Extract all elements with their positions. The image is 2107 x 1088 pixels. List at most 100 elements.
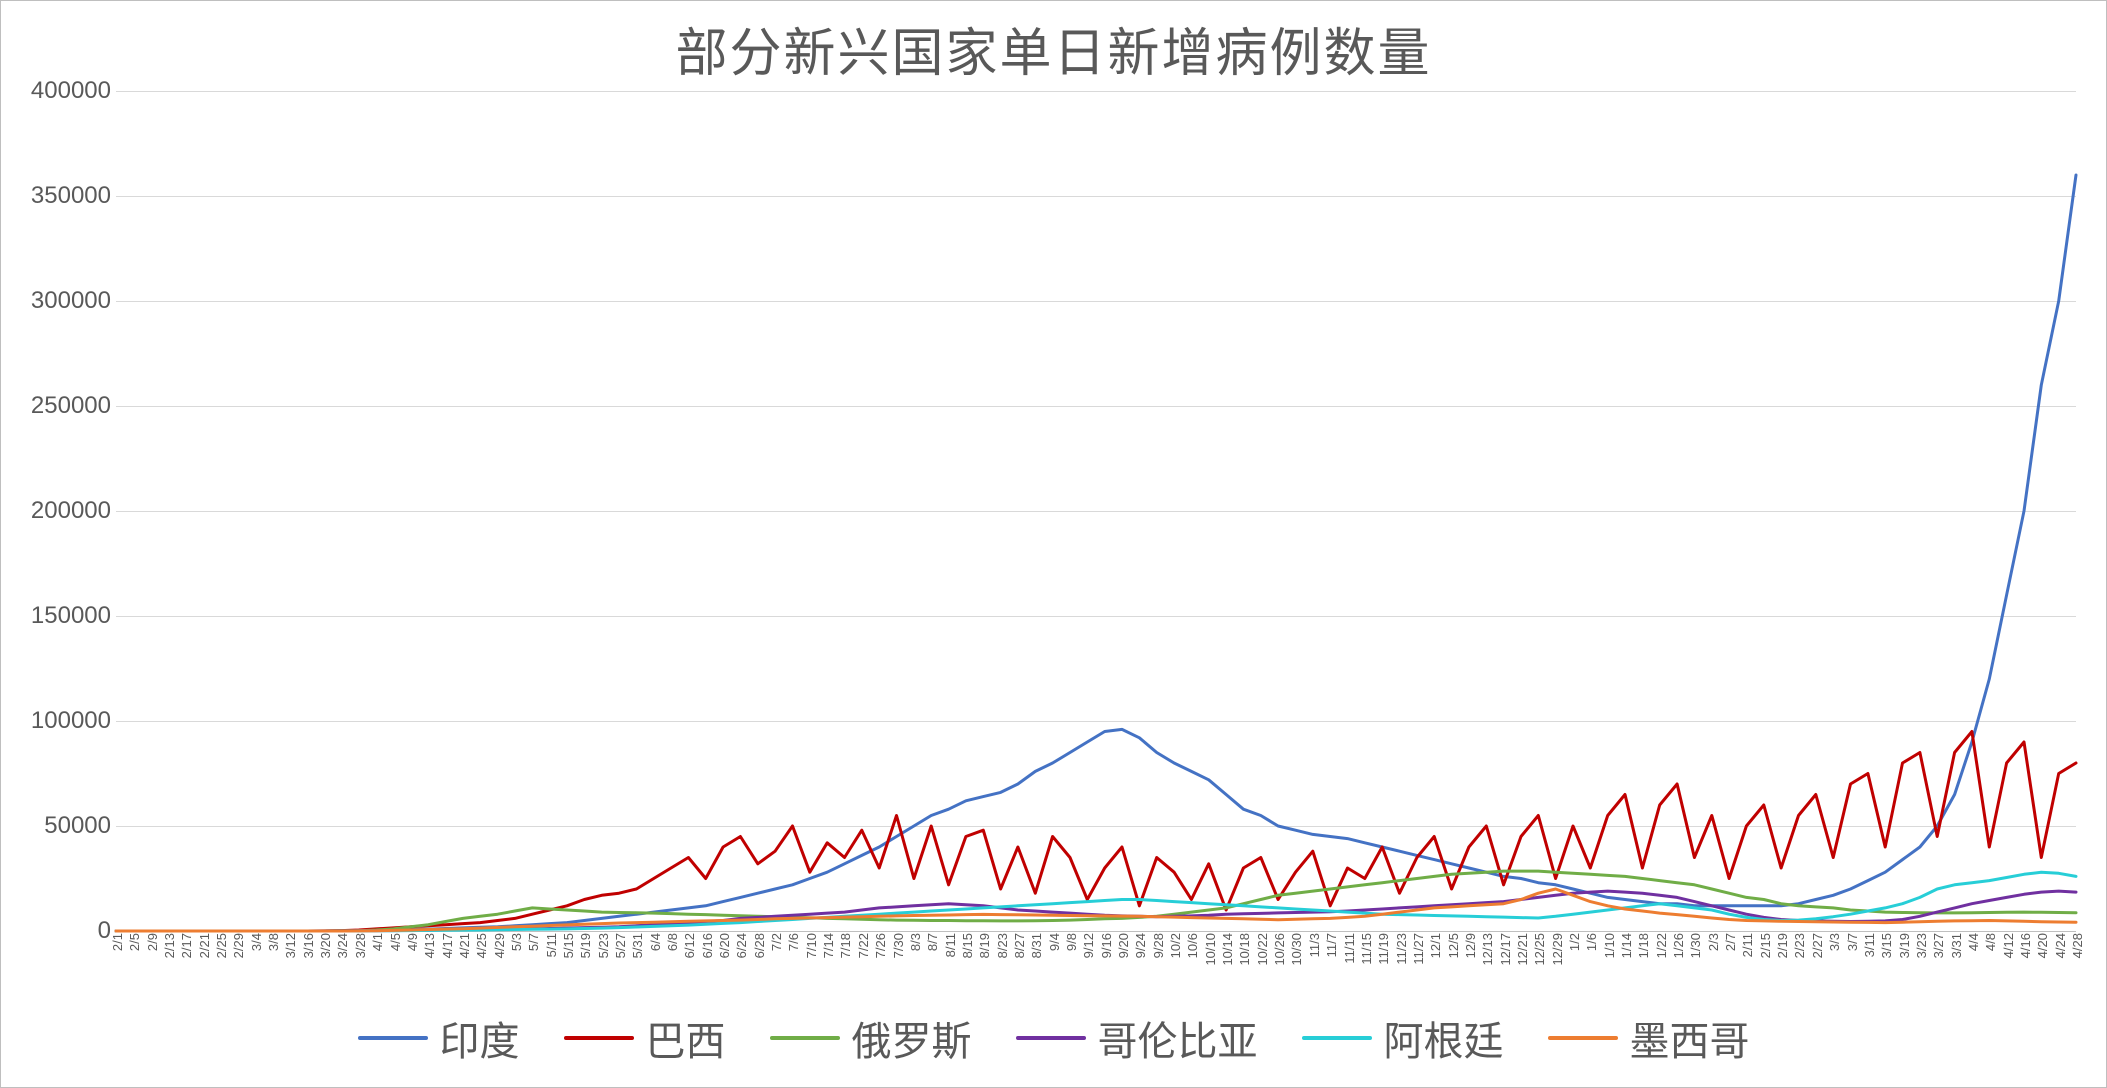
x-tick-label: 4/25 bbox=[474, 933, 489, 958]
y-tick-label: 200000 bbox=[16, 497, 111, 525]
y-tick-label: 350000 bbox=[16, 182, 111, 210]
x-tick-label: 11/7 bbox=[1324, 933, 1339, 957]
x-tick-label: 3/4 bbox=[249, 933, 264, 951]
legend-swatch bbox=[1302, 1036, 1372, 1040]
x-tick-label: 4/28 bbox=[2070, 933, 2085, 958]
x-tick-label: 10/30 bbox=[1289, 933, 1304, 966]
x-axis: 2/12/52/92/132/172/212/252/293/43/83/123… bbox=[116, 931, 2076, 986]
x-tick-label: 8/19 bbox=[977, 933, 992, 958]
legend-swatch bbox=[564, 1036, 634, 1040]
x-tick-label: 11/23 bbox=[1394, 933, 1409, 965]
x-tick-label: 9/20 bbox=[1116, 933, 1131, 958]
x-tick-label: 1/22 bbox=[1654, 933, 1669, 958]
x-tick-label: 1/30 bbox=[1688, 933, 1703, 958]
legend-label: 印度 bbox=[440, 1009, 520, 1067]
x-tick-label: 3/12 bbox=[283, 933, 298, 958]
y-axis: 0500001000001500002000002500003000003500… bbox=[16, 91, 111, 931]
y-tick-label: 50000 bbox=[16, 812, 111, 840]
x-tick-label: 7/26 bbox=[873, 933, 888, 958]
x-tick-label: 4/13 bbox=[422, 933, 437, 958]
legend-label: 巴西 bbox=[646, 1009, 726, 1067]
x-tick-label: 2/13 bbox=[162, 933, 177, 958]
x-tick-label: 11/19 bbox=[1376, 933, 1391, 965]
x-tick-label: 10/18 bbox=[1237, 933, 1252, 966]
legend-swatch bbox=[1016, 1036, 1086, 1040]
plot-area: 0500001000001500002000002500003000003500… bbox=[116, 91, 2076, 931]
x-tick-label: 3/3 bbox=[1827, 933, 1842, 951]
x-tick-label: 3/11 bbox=[1862, 933, 1877, 957]
series-line bbox=[116, 175, 2076, 931]
x-tick-label: 6/8 bbox=[665, 933, 680, 951]
x-tick-label: 8/7 bbox=[925, 933, 940, 951]
x-tick-label: 6/20 bbox=[717, 933, 732, 958]
x-tick-label: 8/23 bbox=[995, 933, 1010, 958]
x-tick-label: 12/25 bbox=[1532, 933, 1547, 966]
x-tick-label: 5/31 bbox=[630, 933, 645, 958]
x-tick-label: 3/7 bbox=[1845, 933, 1860, 951]
x-tick-label: 7/22 bbox=[856, 933, 871, 958]
x-tick-label: 12/9 bbox=[1463, 933, 1478, 958]
x-tick-label: 2/7 bbox=[1723, 933, 1738, 951]
x-tick-label: 11/27 bbox=[1411, 933, 1426, 965]
x-tick-label: 1/18 bbox=[1636, 933, 1651, 958]
x-tick-label: 7/2 bbox=[769, 933, 784, 951]
y-tick-label: 100000 bbox=[16, 707, 111, 735]
x-tick-label: 7/14 bbox=[821, 933, 836, 958]
x-tick-label: 5/27 bbox=[613, 933, 628, 958]
x-tick-label: 10/14 bbox=[1220, 933, 1235, 966]
chart-lines bbox=[116, 91, 2076, 931]
x-tick-label: 4/12 bbox=[2001, 933, 2016, 958]
legend-swatch bbox=[1548, 1036, 1618, 1040]
x-tick-label: 1/14 bbox=[1619, 933, 1634, 958]
legend-item: 印度 bbox=[358, 1009, 520, 1067]
x-tick-label: 2/1 bbox=[110, 933, 125, 951]
y-tick-label: 400000 bbox=[16, 77, 111, 105]
x-tick-label: 3/20 bbox=[318, 933, 333, 958]
x-tick-label: 5/7 bbox=[526, 933, 541, 951]
legend-swatch bbox=[770, 1036, 840, 1040]
x-tick-label: 5/19 bbox=[578, 933, 593, 958]
x-tick-label: 6/28 bbox=[752, 933, 767, 958]
x-tick-label: 8/31 bbox=[1029, 933, 1044, 958]
x-tick-label: 1/2 bbox=[1567, 933, 1582, 951]
x-tick-label: 3/8 bbox=[266, 933, 281, 951]
x-tick-label: 11/15 bbox=[1359, 933, 1374, 965]
legend-label: 哥伦比亚 bbox=[1098, 1009, 1258, 1067]
x-tick-label: 12/17 bbox=[1498, 933, 1513, 966]
y-tick-label: 300000 bbox=[16, 287, 111, 315]
x-tick-label: 2/17 bbox=[179, 933, 194, 958]
x-tick-label: 12/5 bbox=[1446, 933, 1461, 958]
x-tick-label: 5/23 bbox=[596, 933, 611, 958]
legend-item: 巴西 bbox=[564, 1009, 726, 1067]
x-tick-label: 8/11 bbox=[943, 933, 958, 957]
x-tick-label: 4/17 bbox=[440, 933, 455, 958]
x-tick-label: 3/16 bbox=[301, 933, 316, 958]
x-tick-label: 11/11 bbox=[1342, 933, 1357, 964]
x-tick-label: 2/5 bbox=[127, 933, 142, 951]
x-tick-label: 2/29 bbox=[231, 933, 246, 958]
x-tick-label: 1/10 bbox=[1602, 933, 1617, 958]
x-tick-label: 2/11 bbox=[1740, 933, 1755, 957]
x-tick-label: 8/3 bbox=[908, 933, 923, 951]
x-tick-label: 5/11 bbox=[544, 933, 559, 957]
x-tick-label: 9/4 bbox=[1047, 933, 1062, 951]
x-tick-label: 8/15 bbox=[960, 933, 975, 958]
y-tick-label: 0 bbox=[16, 917, 111, 945]
x-tick-label: 4/5 bbox=[388, 933, 403, 951]
series-line bbox=[116, 891, 2076, 931]
legend-swatch bbox=[358, 1036, 428, 1040]
x-tick-label: 5/15 bbox=[561, 933, 576, 958]
x-tick-label: 4/9 bbox=[405, 933, 420, 951]
x-tick-label: 9/8 bbox=[1064, 933, 1079, 951]
x-tick-label: 3/31 bbox=[1949, 933, 1964, 958]
x-tick-label: 7/10 bbox=[804, 933, 819, 958]
legend-label: 墨西哥 bbox=[1630, 1009, 1750, 1067]
x-tick-label: 4/21 bbox=[457, 933, 472, 958]
x-tick-label: 7/6 bbox=[786, 933, 801, 951]
x-tick-label: 3/19 bbox=[1897, 933, 1912, 958]
x-tick-label: 1/26 bbox=[1671, 933, 1686, 958]
x-tick-label: 6/16 bbox=[700, 933, 715, 958]
x-tick-label: 5/3 bbox=[509, 933, 524, 951]
x-tick-label: 2/15 bbox=[1758, 933, 1773, 958]
series-line bbox=[116, 889, 2076, 931]
